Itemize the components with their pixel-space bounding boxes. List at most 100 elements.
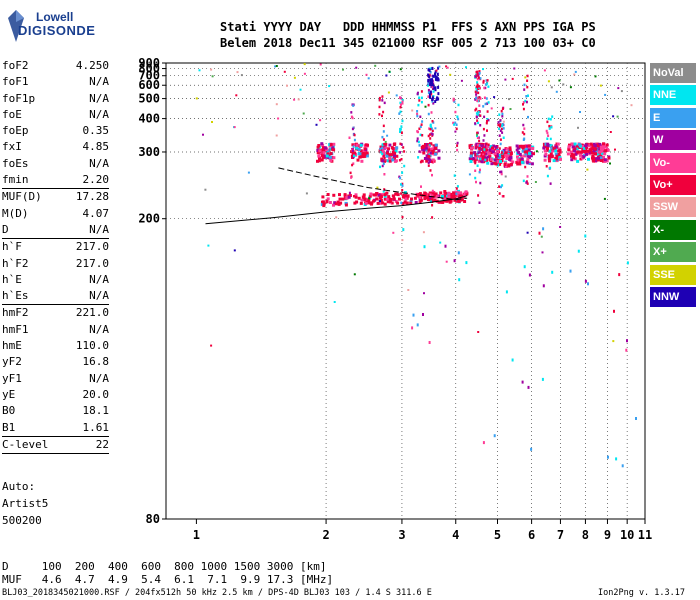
echo-point: [409, 201, 413, 205]
echo-point: [429, 128, 432, 131]
param-name: fxI: [2, 140, 22, 154]
echo-point: [393, 147, 397, 151]
echo-point: [302, 112, 305, 115]
echo-point: [593, 143, 597, 147]
echo-point: [417, 140, 420, 144]
echo-point: [381, 164, 384, 168]
echo-point: [521, 380, 524, 384]
echo-point: [572, 153, 576, 157]
echo-point: [402, 228, 405, 232]
echo-point: [401, 99, 404, 102]
echo-point: [333, 301, 336, 303]
echo-point: [613, 309, 615, 313]
echo-point: [325, 154, 329, 158]
echo-point: [381, 201, 385, 205]
echo-point: [507, 163, 511, 167]
echo-point: [574, 152, 578, 156]
echo-point: [400, 201, 403, 205]
echo-point: [524, 76, 527, 79]
echo-point: [347, 195, 351, 199]
echo-point: [459, 194, 463, 198]
echo-point: [452, 98, 455, 102]
echo-point: [318, 156, 321, 160]
echo-point: [528, 273, 531, 277]
echo-point: [411, 326, 414, 330]
echo-point: [372, 199, 376, 203]
echo-point: [476, 83, 479, 87]
echo-point: [434, 86, 437, 90]
echo-point: [498, 134, 501, 137]
echo-point: [477, 159, 481, 163]
echo-point: [387, 153, 390, 157]
echo-point: [434, 146, 438, 150]
echo-point: [496, 158, 500, 162]
echo-point: [321, 143, 325, 147]
echo-point: [372, 193, 376, 197]
echo-point: [417, 193, 421, 196]
echo-point: [420, 146, 424, 149]
echo-point: [453, 100, 456, 103]
echo-point: [432, 84, 435, 88]
echo-point: [581, 145, 585, 148]
echo-point: [552, 149, 556, 153]
echo-point: [551, 270, 554, 274]
echo-point: [360, 198, 364, 202]
echo-point: [604, 145, 608, 149]
echo-point: [474, 122, 477, 125]
echo-point: [425, 146, 429, 150]
echo-point: [428, 158, 432, 162]
param-row: B0 18.1: [2, 403, 109, 419]
echo-point: [585, 152, 588, 156]
echo-point: [427, 95, 430, 98]
echo-point: [326, 197, 330, 201]
echo-point: [316, 159, 319, 163]
echo-point: [211, 75, 214, 78]
echo-point: [359, 201, 363, 205]
param-name: hmE: [2, 339, 22, 353]
echo-point: [355, 146, 359, 150]
echo-point: [465, 261, 468, 265]
echo-point: [394, 199, 398, 203]
echo-point: [476, 164, 479, 167]
echo-point: [293, 98, 296, 101]
echo-point: [478, 139, 481, 143]
echo-point: [418, 96, 421, 99]
echo-point: [325, 200, 329, 204]
echo-point: [534, 181, 537, 183]
echo-point: [381, 152, 384, 156]
echo-point: [566, 152, 570, 156]
echo-point: [378, 149, 381, 152]
echo-point: [497, 123, 500, 127]
param-name: foF1p: [2, 91, 36, 105]
echo-point: [354, 193, 358, 197]
echo-point: [293, 76, 296, 79]
param-value: 17.28: [75, 190, 109, 204]
echo-point: [376, 186, 379, 189]
echo-point: [275, 134, 278, 137]
echo-point: [487, 143, 490, 146]
echo-point: [382, 124, 385, 128]
echo-point: [416, 137, 419, 140]
echo-point: [419, 133, 422, 137]
echo-point: [505, 147, 509, 151]
echo-point: [552, 147, 556, 151]
echo-point: [478, 151, 481, 154]
echo-point: [498, 113, 501, 116]
echo-point: [338, 193, 341, 197]
param-name: foE: [2, 107, 22, 121]
echo-point: [439, 191, 443, 195]
echo-point: [501, 107, 504, 110]
echo-point: [576, 159, 580, 163]
echo-point: [367, 199, 371, 203]
param-value: 221.0: [75, 306, 109, 320]
echo-point: [469, 151, 473, 155]
echo-point: [363, 154, 367, 158]
echo-point: [329, 158, 333, 162]
echo-point: [321, 146, 325, 150]
echo-point: [326, 152, 330, 156]
param-name: foEs: [2, 156, 29, 170]
echo-point: [431, 66, 434, 70]
echo-point: [437, 156, 441, 160]
echo-point: [597, 150, 601, 154]
